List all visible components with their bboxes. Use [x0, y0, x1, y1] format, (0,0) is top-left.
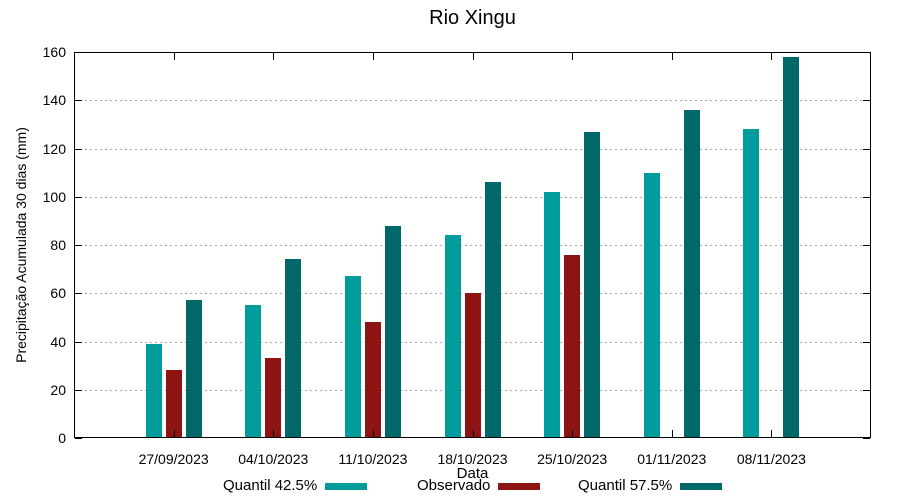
bar-observado [464, 293, 481, 438]
bar-observado [265, 358, 282, 438]
bar-quantil-57-5 [185, 300, 202, 438]
x-tick-mark-top [472, 53, 474, 60]
gridline [75, 196, 870, 198]
y-tick-mark [75, 438, 82, 439]
y-tick-mark [75, 389, 82, 391]
legend-entry: Quantil 57.5% [578, 477, 723, 495]
x-tick-label: 04/10/2023 [238, 451, 309, 467]
y-tick-label: 60 [50, 285, 66, 302]
gridline [75, 148, 870, 150]
y-tick-mark-right [863, 52, 870, 53]
bar-quantil-57-5 [384, 225, 401, 438]
y-tick-mark-right [863, 341, 870, 343]
bar-quantil-42-5 [245, 305, 262, 438]
x-tick-label: 25/10/2023 [537, 451, 608, 467]
gridline [75, 100, 870, 102]
gridline [75, 245, 870, 246]
legend-label: Quantil 42.5% [223, 477, 318, 494]
x-tick-mark [771, 430, 773, 437]
x-tick-mark [572, 430, 574, 437]
y-tick-mark-right [863, 389, 870, 391]
legend-swatch [325, 482, 368, 490]
x-tick-label: 01/11/2023 [637, 451, 707, 467]
legend-entry: Observado [417, 477, 541, 495]
y-tick-label: 160 [42, 44, 66, 60]
x-tick-label: 27/09/2023 [138, 451, 209, 467]
bar-quantil-42-5 [643, 172, 660, 438]
y-tick-label: 20 [50, 381, 66, 398]
legend-label: Observado [417, 477, 491, 494]
bar-quantil-57-5 [584, 131, 601, 438]
bar-quantil-57-5 [783, 56, 800, 438]
bar-quantil-42-5 [444, 235, 461, 438]
bar-observado [364, 322, 381, 438]
y-tick-label: 100 [42, 188, 66, 205]
x-tick-label: 18/10/2023 [437, 451, 508, 467]
x-tick-label: 08/11/2023 [736, 451, 806, 467]
bar-quantil-42-5 [544, 191, 561, 438]
y-tick-mark [75, 196, 82, 198]
y-tick-mark-right [863, 148, 870, 150]
bar-quantil-57-5 [683, 109, 700, 438]
y-tick-mark [75, 148, 82, 150]
y-tick-mark [75, 52, 82, 53]
x-tick-mark [472, 430, 474, 437]
x-tick-mark [173, 430, 175, 437]
x-tick-mark-top [372, 53, 374, 60]
bar-quantil-42-5 [344, 276, 361, 438]
x-tick-mark-top [273, 53, 275, 60]
y-tick-label: 40 [50, 333, 66, 350]
bar-quantil-57-5 [484, 182, 501, 438]
legend-label: Quantil 57.5% [578, 477, 673, 494]
x-tick-mark-top [173, 53, 175, 60]
y-tick-mark [75, 293, 82, 295]
y-tick-label: 120 [42, 140, 66, 157]
x-tick-mark-top [771, 53, 773, 60]
x-tick-label: 11/10/2023 [338, 451, 408, 467]
x-tick-mark-top [572, 53, 574, 60]
y-tick-mark [75, 341, 82, 343]
x-tick-mark-top [671, 53, 673, 60]
legend-entry: Quantil 42.5% [223, 477, 368, 495]
y-tick-label: 80 [50, 237, 66, 253]
bar-observado [564, 254, 581, 438]
y-tick-mark-right [863, 245, 870, 246]
y-tick-label: 0 [58, 430, 66, 446]
legend-swatch [498, 482, 541, 490]
x-tick-mark [372, 430, 374, 437]
x-axis-label: Data [456, 465, 489, 482]
y-tick-mark [75, 100, 82, 102]
y-tick-label: 140 [42, 92, 66, 109]
y-tick-mark-right [863, 196, 870, 198]
bar-quantil-42-5 [743, 129, 760, 438]
bar-quantil-57-5 [285, 259, 302, 438]
y-tick-mark-right [863, 438, 870, 439]
legend-swatch [680, 482, 723, 490]
bar-quantil-42-5 [145, 343, 162, 438]
chart-title: Rio Xingu [429, 7, 516, 29]
x-tick-mark [671, 430, 673, 437]
y-tick-mark-right [863, 293, 870, 295]
y-tick-mark [75, 245, 82, 246]
x-tick-mark [273, 430, 275, 437]
y-tick-mark-right [863, 100, 870, 102]
bar-observado [165, 370, 182, 438]
